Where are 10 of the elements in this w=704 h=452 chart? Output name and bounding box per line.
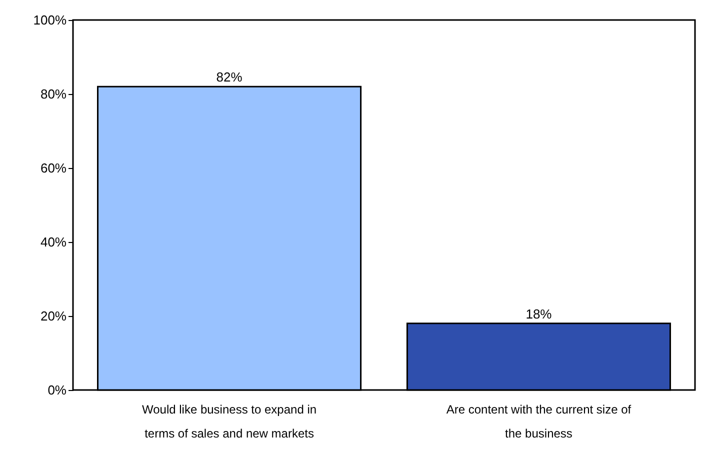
- data-label: 18%: [526, 306, 552, 322]
- y-tick-label: 0%: [48, 382, 67, 398]
- y-tick-label: 80%: [40, 86, 67, 102]
- y-tick-label: 100%: [33, 12, 67, 28]
- y-tick-label: 20%: [40, 308, 67, 324]
- y-tick-label: 40%: [40, 234, 67, 250]
- x-tick-label: Would like business to expand in terms of sales and new markets: [142, 402, 317, 440]
- y-tick-label: 60%: [40, 160, 67, 176]
- data-label: 82%: [216, 70, 243, 85]
- x-tick-label: Are content with the current size of the business: [446, 402, 632, 440]
